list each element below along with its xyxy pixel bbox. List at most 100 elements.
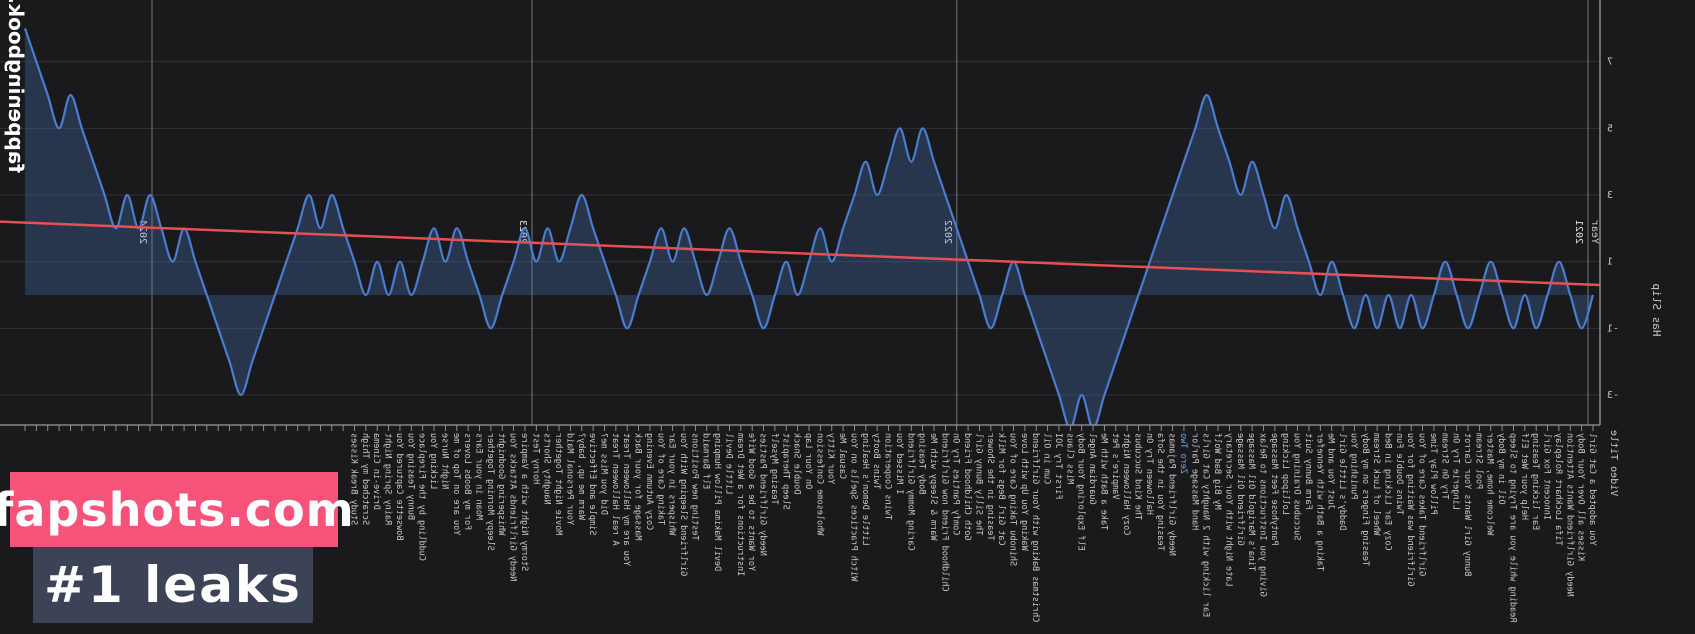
x-tick-label: Girlfriend Oil Massage <box>1235 433 1245 546</box>
x-tick-label: Comfy Panties Try On <box>951 433 961 535</box>
x-tick-label: Bunny Teasing You <box>405 433 415 520</box>
x-tick-label: The Silly Bunny Girl <box>973 433 983 535</box>
x-tick-label: Miss Claus <box>1064 433 1074 484</box>
x-tick-label: Kisses all Over Your Body <box>1576 433 1586 561</box>
x-tick-label: Guardian Angel <box>1087 433 1097 505</box>
area-fill <box>25 28 1593 425</box>
x-tick-label: Devil Makima Pillow Humping <box>712 433 722 571</box>
x-tick-label: Scratched my Thigh <box>360 433 370 525</box>
year-tick-label: 2021 <box>1573 220 1584 244</box>
x-tick-label: Cozy Ear Licking in Bed <box>1382 433 1392 551</box>
x-tick-label: Girlfriend was Waiting for You <box>1405 433 1415 587</box>
x-tick-label: Your Personal Maid <box>564 433 574 525</box>
x-tick-label: Movie Night Together <box>553 433 563 535</box>
x-tick-label: Your Kitty <box>826 433 836 484</box>
x-tick-label: You are on Top of me <box>451 433 461 535</box>
x-tick-label: Double Snack <box>792 433 802 494</box>
x-tick-label: Christmas Baking with Your Girlfriend <box>1030 433 1040 622</box>
x-tick-label: Testing new Positions <box>689 433 699 540</box>
x-tick-label: Rainy Spring Night <box>383 433 393 525</box>
x-tick-label: You are my Halloween Treat <box>621 433 631 566</box>
watermark-banner-primary: fapshots.com <box>0 472 354 547</box>
x-tick-label: Tifa Lockhart Roleplay <box>1553 433 1563 546</box>
y-tick-label: -3 <box>1607 390 1619 401</box>
watermark-banner-secondary-text: #1 leaks <box>44 556 302 614</box>
x-tick-label: Witch Practices Spells on You <box>848 433 858 581</box>
x-tick-label: Elf Barmaid <box>701 433 711 489</box>
x-tick-label: Pillow Play Time <box>1428 433 1438 515</box>
x-tick-label: Warm me up, baby? <box>576 433 586 520</box>
x-tick-label: Waking You Up with Love <box>1019 433 1029 551</box>
x-tick-label: Sleepy Morning Together <box>485 433 495 551</box>
x-tick-label: Hand Massage Parlor <box>1189 433 1199 530</box>
x-tick-label: Instructions for a Wet Dream <box>735 433 745 576</box>
x-tick-label: You adopted a Cat Girl <box>1587 433 1597 546</box>
x-tick-label: Just You and Me <box>1326 433 1336 510</box>
x-tick-label: Massage for your Back <box>633 433 643 540</box>
x-tick-label: Little Devil <box>723 433 733 494</box>
x-tick-label: Teasing You in the Sofa <box>1155 433 1165 551</box>
x-tick-label: Cat Girl Begs for Milk <box>996 433 1006 546</box>
x-tick-label: Welcome home, Master <box>1485 433 1495 535</box>
x-tick-label: First Try JOI <box>1053 433 1063 500</box>
x-tick-label: Childhood Friend now Girlfriend <box>939 433 949 592</box>
y-tick-label: 9 <box>1607 0 1613 1</box>
x-tick-label: Did you Miss me? <box>598 433 608 515</box>
x-tick-label: Taking Care of You <box>655 433 665 525</box>
y-tick-label: 1 <box>1607 257 1613 268</box>
y-tick-label: 3 <box>1607 190 1613 201</box>
x-tick-label: Caring Mommy Girlfriend <box>905 433 915 551</box>
x-tick-label: Wheel of Luck Stream <box>1371 433 1381 535</box>
x-tick-label: Cuddling by the Fireplace <box>417 433 427 561</box>
y-axis-title: Has Slip <box>1650 284 1663 337</box>
x-tick-label: Pantyhose Feet Massage <box>1269 433 1279 546</box>
x-tick-label: Bowsette Captured You <box>394 433 404 540</box>
x-tick-label: Oil in my Body <box>1496 433 1506 505</box>
x-tick-label: Ear licking Teasing <box>1530 433 1540 530</box>
x-tick-label: Whispers in your Ear <box>667 433 677 535</box>
x-tick-label: Licking You <box>428 433 438 489</box>
x-tick-label: Late Night with Your Secretary <box>1223 433 1233 587</box>
x-tick-label: Tina's Marigold Oil Massage <box>1246 433 1256 571</box>
x-tick-label: Zero Two <box>1178 433 1188 474</box>
x-tick-label: Help your Wet Elf <box>1519 433 1529 520</box>
site-watermark-vertical: fappeningbook.com <box>4 0 28 173</box>
x-tick-label: Teasing in the Shower <box>985 433 995 540</box>
x-tick-label: Taking a Bath with Yennefer <box>1314 433 1324 571</box>
x-tick-label: Halloween Try On <box>1144 433 1154 515</box>
x-tick-label: Sleep Therapist <box>780 433 790 510</box>
x-tick-label: Simple and Effective <box>587 433 597 535</box>
x-tick-label: Twins Double Fun <box>1394 433 1404 515</box>
x-tick-label: Take a Bath with Me <box>1098 433 1108 530</box>
x-tick-label: Lollipop Licking <box>1280 433 1290 515</box>
x-tick-label: Study Break Kisses <box>349 433 359 525</box>
x-axis-title: Video Title <box>1608 430 1619 496</box>
x-tick-label: Goth Childhood Friend <box>962 433 972 540</box>
x-tick-label: I Missed You <box>894 433 904 494</box>
x-tick-label: Teasing Fingers on my Body <box>1360 433 1370 566</box>
x-tick-label: Twins Booty <box>871 433 881 489</box>
x-tick-label: Needy Girlfriend Pasties <box>758 433 768 556</box>
year-tick-label: 2024 <box>137 220 148 244</box>
x-tick-label: Girlfriend Takes Care of You <box>1417 433 1427 576</box>
x-tick-label: Cozy Halloween Night <box>1121 433 1131 535</box>
x-tick-label: Little Demon's Healing <box>860 433 870 546</box>
x-tick-label: Teasing Myself <box>769 433 779 505</box>
x-tick-label: Reading while you are Trying to Sleep <box>1507 433 1517 622</box>
data-line <box>23 27 1595 425</box>
x-tick-label: Needy Girlfriends Attacks You <box>508 433 518 581</box>
x-tick-label: A real Halloween Treat <box>610 433 620 546</box>
x-tick-label: Elf Exploring Your Body <box>1076 433 1086 551</box>
x-tick-label: Daddy's Little Girl <box>1337 433 1347 530</box>
x-tick-label: Drive-in Cinema <box>371 433 381 510</box>
x-tick-label: Body Teasing <box>917 433 927 494</box>
y-tick-label: -1 <box>1607 323 1619 334</box>
watermark-banner-primary-text: fapshots.com <box>0 482 355 537</box>
x-tick-label: Ear licking with 2 Naughty Cat Girls <box>1201 433 1211 617</box>
x-tick-label: Horny Test <box>530 433 540 484</box>
x-tick-label: Punishing You <box>1348 433 1358 500</box>
x-tick-label: Needy Girlfriend Pajamas <box>1167 433 1177 556</box>
x-axis-group-title: Year <box>1589 220 1600 244</box>
